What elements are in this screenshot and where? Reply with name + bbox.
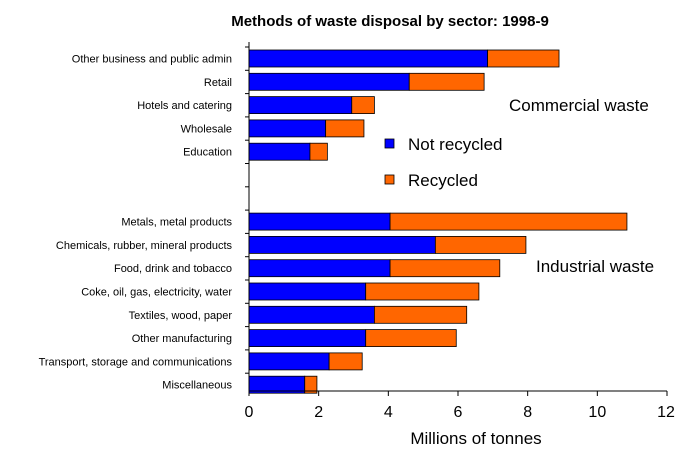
x-tick-label: 6 <box>454 404 463 421</box>
legend: Not recycled Recycled <box>384 135 502 190</box>
category-label: Retail <box>204 77 232 89</box>
bar-recycled <box>365 329 457 348</box>
bar-recycled <box>328 352 363 371</box>
bar-not-recycled <box>248 305 375 324</box>
group-label-industrial: Industrial waste <box>536 257 654 276</box>
category-label: Coke, oil, gas, electricity, water <box>81 287 232 299</box>
x-tick-label: 8 <box>523 404 532 421</box>
legend-label-not-recycled: Not recycled <box>408 135 502 154</box>
bar-recycled <box>487 49 560 68</box>
bar-not-recycled <box>248 212 391 231</box>
bar-recycled <box>434 235 527 254</box>
bar-recycled <box>304 375 318 394</box>
bar-not-recycled <box>248 49 489 68</box>
bar-recycled <box>408 72 485 91</box>
legend-swatch-recycled <box>384 174 395 185</box>
x-tick-label: 12 <box>657 404 675 421</box>
category-label: Hotels and catering <box>137 100 232 112</box>
category-label: Other manufacturing <box>132 333 232 345</box>
bar-not-recycled <box>248 96 353 114</box>
bar-not-recycled <box>248 259 391 278</box>
bar-rows: Other business and public admin Retail Hot… <box>39 49 628 394</box>
legend-label-recycled: Recycled <box>408 171 478 190</box>
bar-not-recycled <box>248 329 367 348</box>
bar-not-recycled <box>248 352 330 371</box>
category-label: Food, drink and tobacco <box>114 263 232 275</box>
bar-recycled <box>351 96 375 114</box>
bar-not-recycled <box>248 282 367 301</box>
x-axis-label: Millions of tonnes <box>410 429 541 448</box>
bar-recycled <box>373 305 468 324</box>
category-label: Transport, storage and communications <box>39 356 233 368</box>
bar-not-recycled <box>248 72 410 91</box>
bar-recycled <box>389 212 628 231</box>
category-label: Chemicals, rubber, mineral products <box>56 240 233 252</box>
x-tick-label: 0 <box>245 404 254 421</box>
category-label: Other business and public admin <box>72 54 232 66</box>
x-tick-label: 2 <box>314 404 323 421</box>
chart-title: Methods of waste disposal by sector: 199… <box>231 13 549 30</box>
category-label: Metals, metal products <box>121 217 232 229</box>
category-label: Textiles, wood, paper <box>129 310 233 322</box>
x-tick-label: 10 <box>588 404 606 421</box>
bar-not-recycled <box>248 142 311 161</box>
group-label-commercial: Commercial waste <box>509 96 649 115</box>
bar-recycled <box>309 142 328 161</box>
category-label: Wholesale <box>181 123 232 135</box>
bar-recycled <box>389 259 501 278</box>
category-label: Education <box>183 147 232 159</box>
x-tick-label: 4 <box>384 404 393 421</box>
bar-recycled <box>325 119 365 138</box>
bar-not-recycled <box>248 119 327 138</box>
legend-swatch-not-recycled <box>384 138 395 149</box>
x-axis: 0 2 4 6 8 10 12 <box>245 42 675 421</box>
bar-recycled <box>365 282 480 301</box>
bar-not-recycled <box>248 235 436 254</box>
category-label: Miscellaneous <box>162 380 232 392</box>
